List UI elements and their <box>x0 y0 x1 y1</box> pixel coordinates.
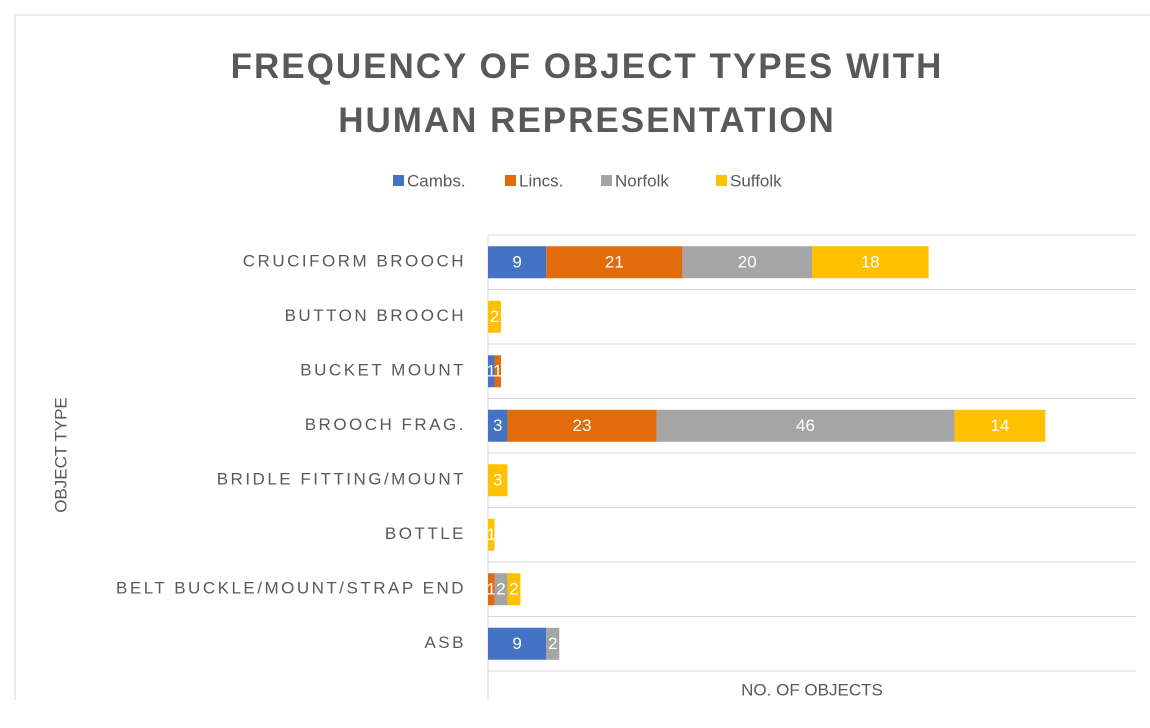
data-label: 3 <box>493 471 502 490</box>
data-label: 9 <box>512 253 521 272</box>
y-tick-label: BOTTLE <box>385 524 466 543</box>
data-label: 1 <box>487 580 496 599</box>
bar-segment <box>494 355 501 388</box>
y-tick-label: BUTTON BROOCH <box>285 306 466 325</box>
bar-segment <box>954 409 1046 442</box>
y-tick-label: BELT BUCKLE/MOUNT/STRAP END <box>116 579 466 598</box>
y-axis-title: OBJECT TYPE <box>51 397 70 513</box>
y-tick-label: ASB <box>424 633 466 652</box>
bar-segment <box>546 627 560 660</box>
bar-segment <box>488 573 495 606</box>
legend-swatch <box>601 175 612 186</box>
bar-segment <box>488 355 495 388</box>
bar-segment <box>812 246 929 279</box>
y-tick-label: BROOCH FRAG. <box>305 415 466 434</box>
bar-segment <box>488 518 495 551</box>
bar-segment <box>682 246 812 279</box>
legend-swatch <box>393 175 404 186</box>
data-label: 9 <box>512 634 521 653</box>
bar-segment <box>546 246 683 279</box>
data-label: 46 <box>796 416 815 435</box>
data-label: 20 <box>738 253 757 272</box>
bar-segment <box>488 246 547 279</box>
data-label: 14 <box>990 416 1009 435</box>
data-label: 21 <box>605 253 624 272</box>
data-label: 2 <box>490 307 499 326</box>
bar-segment <box>656 409 955 442</box>
data-label: 2 <box>548 634 557 653</box>
legend-label: Lincs. <box>519 171 563 190</box>
bar-segment <box>507 573 521 606</box>
bar-segment <box>488 409 508 442</box>
y-tick-label: BUCKET MOUNT <box>300 361 466 380</box>
x-axis-title: NO. OF OBJECTS <box>741 680 883 699</box>
bar-segment <box>507 409 657 442</box>
bar-segment <box>494 573 508 606</box>
legend-label: Suffolk <box>730 171 782 190</box>
chart-title: FREQUENCY OF OBJECT TYPES WITH HUMAN REP… <box>230 47 944 140</box>
data-label: 18 <box>861 253 880 272</box>
bar-segment <box>488 627 547 660</box>
data-label: 1 <box>487 362 496 381</box>
data-label: 23 <box>572 416 591 435</box>
y-tick-label: BRIDLE FITTING/MOUNT <box>217 470 466 489</box>
bar-segment <box>488 300 501 333</box>
legend-label: Norfolk <box>615 171 669 190</box>
data-label: 2 <box>509 580 518 599</box>
data-label: 1 <box>487 525 496 544</box>
y-tick-label: CRUCIFORM BROOCH <box>243 252 466 271</box>
bar-segment <box>488 464 508 497</box>
data-label: 3 <box>493 416 502 435</box>
legend-swatch <box>716 175 727 186</box>
data-label: 1 <box>493 362 502 381</box>
data-label: 2 <box>496 580 505 599</box>
legend-swatch <box>505 175 516 186</box>
legend-label: Cambs. <box>407 171 466 190</box>
